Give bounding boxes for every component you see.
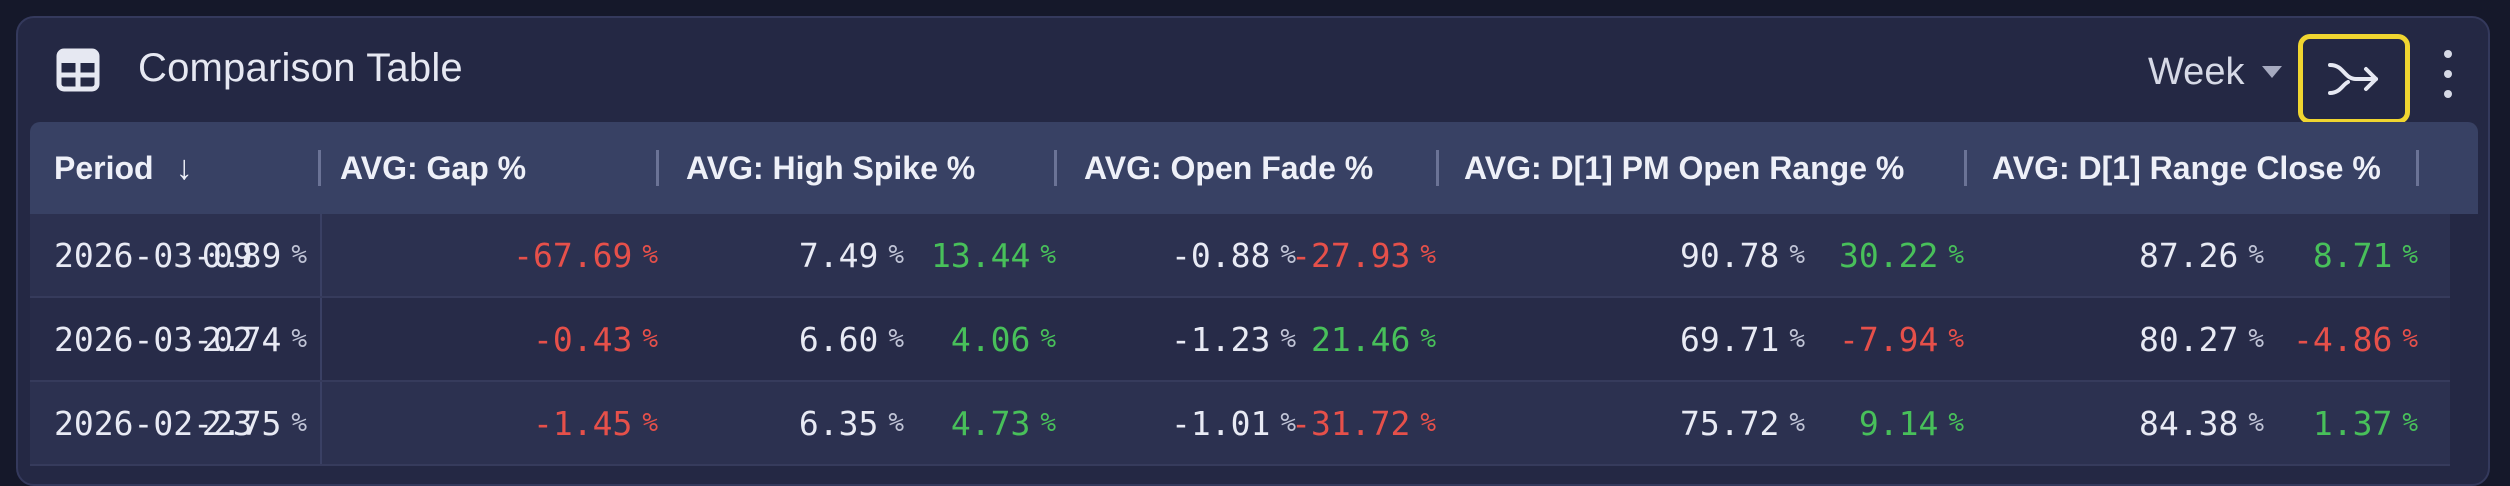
pm-open-range-value: 90.78% — [1680, 235, 1805, 275]
open-fade-change: -27.93% — [1291, 235, 1436, 275]
panel-header: Comparison Table Week — [18, 18, 2488, 124]
column-divider[interactable] — [1964, 150, 1967, 186]
pm-open-range-value: 75.72% — [1680, 403, 1805, 443]
high-spike-change: 4.73% — [950, 403, 1056, 443]
high-spike-value: 7.49% — [798, 235, 904, 275]
gap-change: -1.45% — [533, 403, 658, 443]
open-fade-change: -31.72% — [1291, 403, 1436, 443]
comparison-table: Period ↓ AVG: Gap % AVG: High Spike % AV… — [30, 122, 2478, 484]
range-close-value: 80.27% — [2139, 319, 2264, 359]
gap-value: 2.75% — [201, 403, 307, 443]
column-header-range-close[interactable]: AVG: D[1] Range Close % — [1992, 149, 2381, 186]
high-spike-change: 13.44% — [931, 235, 1056, 275]
compare-button[interactable] — [2298, 34, 2410, 124]
more-options-button[interactable] — [2428, 46, 2468, 102]
gap-change: -0.43% — [533, 319, 658, 359]
panel-title: Comparison Table — [138, 46, 463, 90]
open-fade-value: -1.23% — [1171, 319, 1296, 359]
merge-arrow-icon — [2328, 63, 2378, 95]
column-divider[interactable] — [656, 150, 659, 186]
pm-open-range-value: 69.71% — [1680, 319, 1805, 359]
column-header-gap[interactable]: AVG: Gap % — [340, 149, 527, 186]
table-row[interactable]: 2026-02-23 2.75% -1.45% 6.35% 4.73% -1.0… — [30, 382, 2450, 466]
high-spike-value: 6.35% — [798, 403, 904, 443]
range-close-value: 84.38% — [2139, 403, 2264, 443]
comparison-table-panel: Comparison Table Week Period ↓ — [16, 16, 2490, 486]
period-select-value: Week — [2148, 50, 2245, 93]
pm-open-range-change: 9.14% — [1858, 403, 1964, 443]
range-close-change: 1.37% — [2312, 403, 2418, 443]
column-header-pm-open-range[interactable]: AVG: D[1] PM Open Range % — [1464, 149, 1905, 186]
period-cell: 2026-03-02 — [30, 298, 322, 380]
column-divider[interactable] — [1054, 150, 1057, 186]
more-vertical-icon — [2444, 50, 2452, 58]
table-row[interactable]: 2026-03-02 2.74% -0.43% 6.60% 4.06% -1.2… — [30, 298, 2450, 382]
range-close-change: 8.71% — [2312, 235, 2418, 275]
column-header-period[interactable]: Period ↓ — [54, 148, 193, 187]
gap-value: 0.89% — [201, 235, 307, 275]
pm-open-range-change: 30.22% — [1839, 235, 1964, 275]
range-close-value: 87.26% — [2139, 235, 2264, 275]
period-cell: 2026-02-23 — [30, 382, 322, 464]
column-header-open-fade[interactable]: AVG: Open Fade % — [1084, 149, 1374, 186]
period-cell: 2026-03-09 — [30, 214, 322, 296]
column-divider[interactable] — [318, 150, 321, 186]
high-spike-value: 6.60% — [798, 319, 904, 359]
table-header-row: Period ↓ AVG: Gap % AVG: High Spike % AV… — [30, 122, 2478, 214]
gap-change: -67.69% — [513, 235, 658, 275]
gap-value: 2.74% — [201, 319, 307, 359]
table-row[interactable]: 2026-03-09 0.89% -67.69% 7.49% 13.44% -0… — [30, 214, 2450, 298]
pm-open-range-change: -7.94% — [1839, 319, 1964, 359]
arrow-down-icon: ↓ — [175, 148, 193, 187]
range-close-change: -4.86% — [2293, 319, 2418, 359]
open-fade-change: 21.46% — [1311, 319, 1436, 359]
table-icon — [56, 48, 100, 92]
open-fade-value: -1.01% — [1171, 403, 1296, 443]
chevron-down-icon — [2262, 66, 2283, 78]
column-header-high-spike[interactable]: AVG: High Spike % — [686, 149, 976, 186]
period-select[interactable]: Week — [2148, 50, 2283, 94]
column-divider[interactable] — [2416, 150, 2419, 186]
high-spike-change: 4.06% — [950, 319, 1056, 359]
open-fade-value: -0.88% — [1171, 235, 1296, 275]
column-divider[interactable] — [1436, 150, 1439, 186]
